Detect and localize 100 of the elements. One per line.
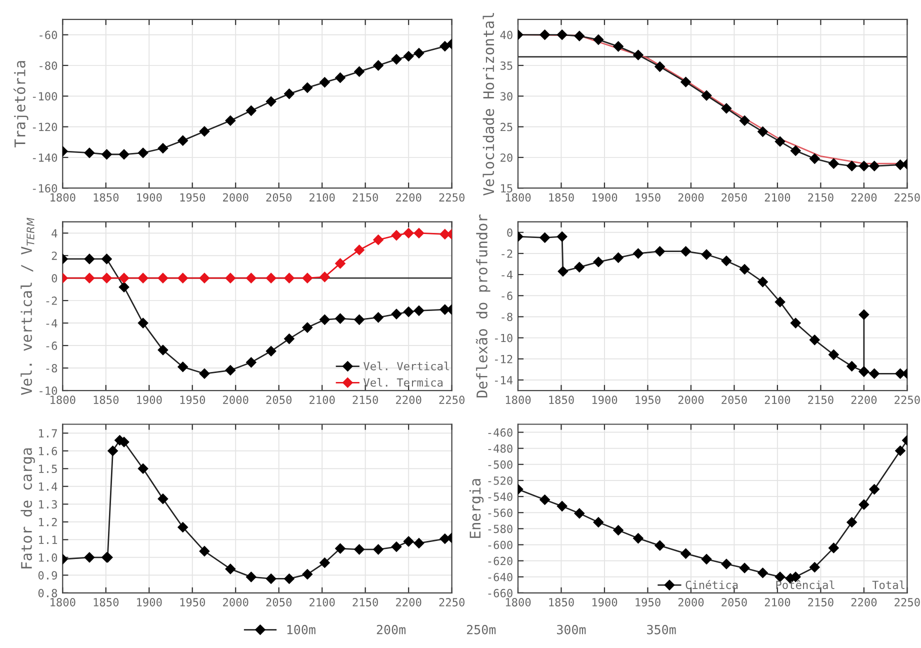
- y-axis-title: Fator de carga: [20, 448, 35, 568]
- x-tick-label: 2000: [223, 396, 248, 404]
- y-tick-label: 1.5: [39, 464, 57, 474]
- x-tick-label: 2200: [851, 396, 877, 404]
- y-tick-label: -8: [46, 364, 58, 372]
- y-tick-label: -500: [488, 460, 512, 469]
- y-tick-label: -140: [32, 153, 58, 162]
- y-tick-label: -8: [502, 312, 512, 322]
- x-tick-label: 1900: [137, 193, 162, 202]
- x-tick-label: 2200: [396, 193, 422, 202]
- x-tick-label: 2050: [722, 598, 747, 606]
- y-tick-label: -60: [40, 30, 58, 40]
- y-tick-label: -4: [502, 270, 513, 279]
- x-tick-label: 2050: [266, 396, 292, 404]
- x-tick-label: 2100: [764, 193, 790, 202]
- x-tick-label: 1950: [636, 598, 660, 606]
- x-tick-label: 1900: [592, 598, 618, 606]
- y-tick-label: 20: [500, 153, 512, 162]
- x-tick-label: 1800: [506, 598, 531, 606]
- x-tick-label: 1800: [50, 598, 76, 606]
- y-tick-label: 0.8: [38, 588, 58, 598]
- y-tick-label: -100: [32, 92, 58, 101]
- x-tick-label: 1800: [506, 396, 531, 404]
- x-tick-label: 2050: [266, 598, 292, 606]
- y-tick-label: -2: [502, 249, 512, 258]
- x-tick-label: 2100: [310, 193, 335, 202]
- text: 200m: [376, 624, 406, 634]
- x-tick-label: 2150: [808, 396, 834, 404]
- x-tick-label: 2250: [439, 598, 464, 606]
- y-tick-label: 1.3: [39, 500, 57, 509]
- y-tick-label: 1.6: [39, 446, 58, 456]
- x-tick-label: 1950: [180, 396, 206, 404]
- x-tick-label: 1900: [137, 396, 162, 404]
- x-tick-label: 2250: [439, 193, 464, 202]
- x-tick-label: 1800: [50, 396, 76, 404]
- legend-label: Cinética: [686, 580, 738, 590]
- x-tick-label: 2100: [310, 598, 335, 606]
- x-tick-label: 1900: [137, 598, 162, 606]
- x-tick-label: 2100: [310, 396, 335, 404]
- y-tick-label: 1.4: [39, 482, 58, 491]
- y-tick-label: 40: [500, 30, 512, 40]
- y-tick-label: 4: [52, 229, 58, 238]
- x-tick-label: 1800: [50, 193, 76, 202]
- x-tick-label: 2150: [808, 598, 834, 606]
- x-tick-label: 2250: [439, 396, 464, 404]
- y-tick-label: -600: [488, 540, 512, 550]
- legend-label: Vel. Vertical: [364, 362, 450, 370]
- x-tick-label: 2100: [764, 598, 790, 606]
- y-tick-label: 2: [52, 252, 57, 260]
- y-tick-label: -520: [488, 476, 512, 485]
- y-tick-label: -12: [494, 354, 512, 364]
- annotation: Total: [872, 580, 904, 590]
- x-tick-label: 1850: [94, 193, 119, 202]
- y-tick-label: -580: [488, 524, 512, 534]
- x-tick-label: 1850: [94, 598, 119, 606]
- x-tick-label: 2200: [851, 598, 877, 606]
- y-tick-label: 0: [52, 274, 58, 282]
- x-tick-label: 1800: [506, 193, 531, 202]
- x-tick-label: 1900: [592, 193, 618, 202]
- legend-label: 100m: [287, 624, 316, 634]
- x-tick-label: 2000: [223, 598, 248, 606]
- y-axis-title: Trajetória: [14, 61, 28, 148]
- x-tick-label: 1950: [636, 396, 660, 404]
- y-tick-label: -160: [32, 184, 58, 193]
- x-tick-label: 1950: [636, 193, 660, 202]
- x-tick-label: 2100: [764, 396, 790, 404]
- annotation: Potêncial: [776, 580, 834, 590]
- x-tick-label: 1850: [549, 193, 574, 202]
- x-tick-label: 2250: [894, 193, 920, 202]
- y-tick-label: 1.0: [39, 553, 58, 562]
- y-tick-label: 0: [507, 228, 512, 237]
- x-tick-label: 2250: [894, 396, 920, 404]
- y-tick-label: -14: [494, 376, 513, 384]
- y-axis-title: Energia: [469, 479, 484, 538]
- y-tick-label: -480: [488, 444, 512, 453]
- y-tick-label: 35: [500, 61, 512, 70]
- y-tick-label: 0.9: [38, 571, 58, 580]
- y-tick-label: 15: [501, 184, 512, 193]
- y-tick-label: -80: [40, 61, 58, 70]
- x-tick-label: 2050: [266, 193, 292, 202]
- y-axis-title: Vel. vertical / V$_{TERM}$: [20, 218, 34, 396]
- x-tick-label: 2200: [396, 396, 422, 404]
- text: 250m: [467, 624, 496, 634]
- y-tick-label: -660: [488, 588, 512, 598]
- y-tick-label: -560: [488, 508, 512, 518]
- y-tick-label: 1.2: [39, 518, 57, 526]
- x-tick-label: 2050: [722, 193, 747, 202]
- x-tick-label: 1950: [180, 598, 206, 606]
- y-tick-label: -10: [494, 334, 512, 342]
- y-tick-label: -640: [488, 572, 512, 582]
- x-tick-label: 2000: [678, 396, 704, 404]
- y-tick-label: -6: [502, 292, 512, 300]
- x-tick-label: 1900: [592, 396, 618, 404]
- y-tick-label: -540: [488, 492, 512, 501]
- x-tick-label: 1950: [180, 193, 206, 202]
- x-tick-label: 2250: [894, 598, 920, 606]
- x-tick-label: 2050: [722, 396, 747, 404]
- y-axis-title: Velocidade Horizontal: [482, 13, 494, 196]
- x-tick-label: 2150: [808, 193, 834, 202]
- y-tick-label: 25: [500, 122, 512, 132]
